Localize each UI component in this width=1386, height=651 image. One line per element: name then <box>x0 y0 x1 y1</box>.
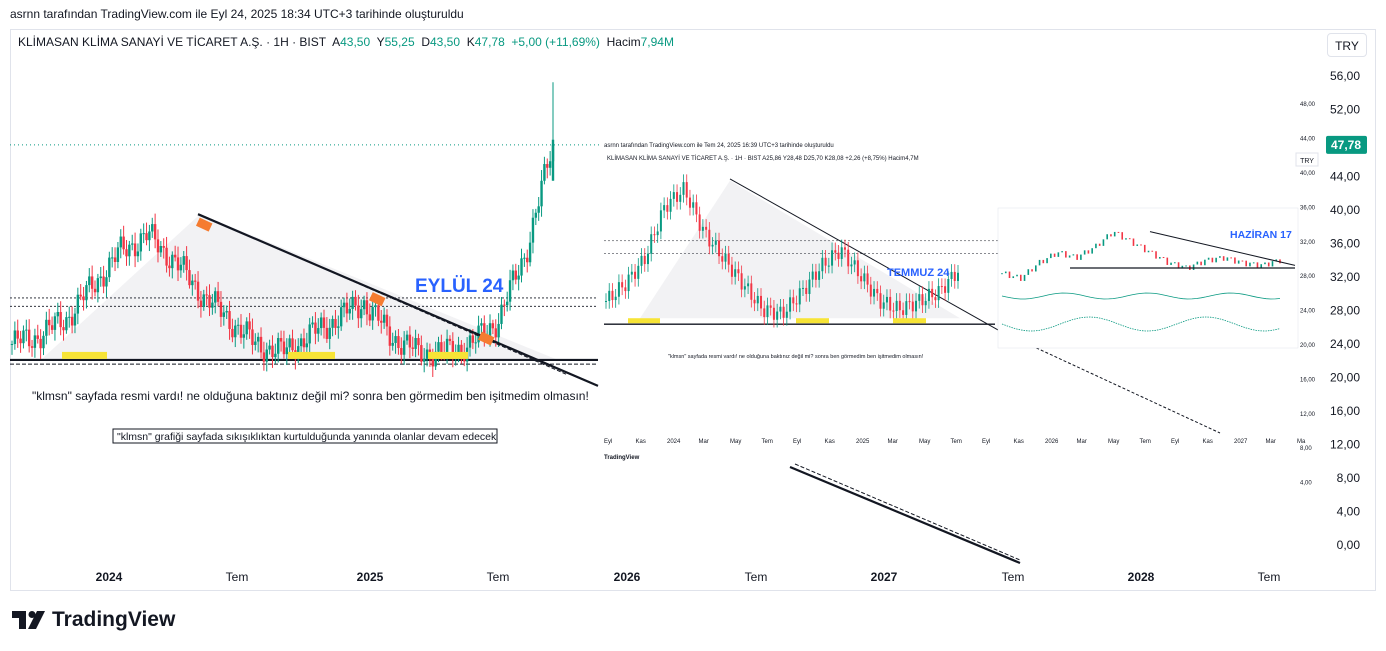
currency-button[interactable]: TRY <box>1327 33 1367 57</box>
change-value: +5,00 (+11,69%) <box>511 35 600 49</box>
high-label: Y <box>376 35 385 49</box>
symbol-legend: KLİMASAN KLİMA SANAYİ VE TİCARET A.Ş. · … <box>18 35 674 49</box>
tradingview-logo-text: TradingView <box>52 608 176 631</box>
volume-value: 7,94M <box>640 35 674 49</box>
chart-panel[interactable] <box>10 29 1376 591</box>
symbol-title: KLİMASAN KLİMA SANAYİ VE TİCARET A.Ş. · … <box>18 35 327 49</box>
low-value: 43,50 <box>430 35 461 49</box>
open-label: A <box>332 35 341 49</box>
close-label: K <box>466 35 475 49</box>
low-label: D <box>421 35 430 49</box>
snapshot-caption: asrnn tarafından TradingView.com ile Eyl… <box>10 7 464 21</box>
tradingview-logo-icon <box>12 611 45 629</box>
tradingview-logo: TradingView <box>12 608 175 632</box>
high-value: 55,25 <box>384 35 415 49</box>
open-value: 43,50 <box>340 35 371 49</box>
volume-label: Hacim <box>606 35 641 49</box>
close-value: 47,78 <box>474 35 505 49</box>
